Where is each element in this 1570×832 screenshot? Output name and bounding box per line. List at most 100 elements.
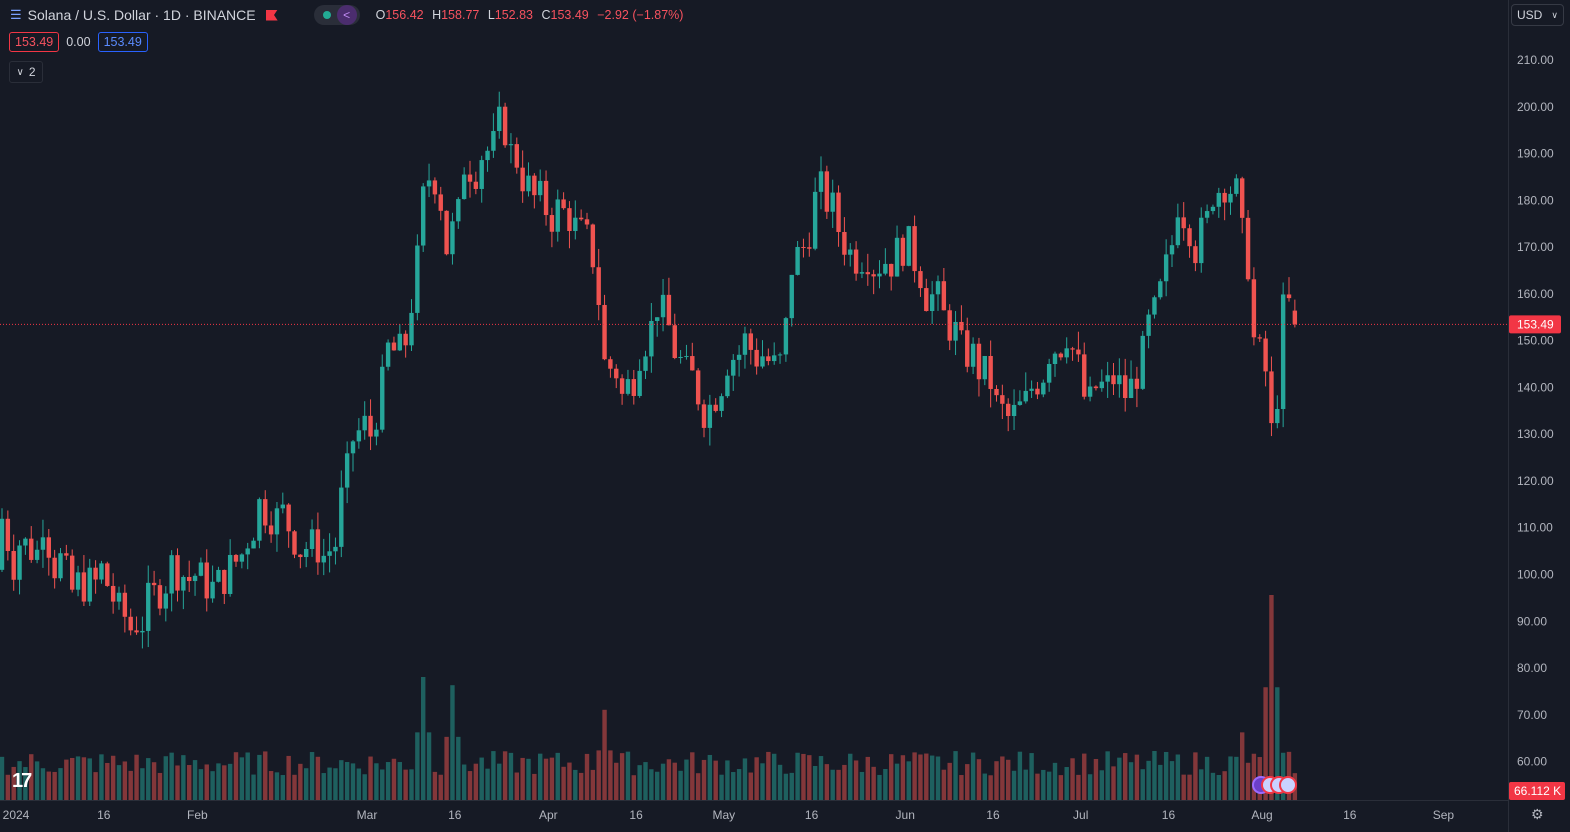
volume-bar [777, 764, 783, 800]
candlestick-chart[interactable] [0, 0, 1508, 800]
volume-bar [268, 771, 274, 800]
volume-bar [1023, 769, 1028, 800]
volume-bar [865, 756, 870, 800]
candle-body [678, 356, 683, 359]
candle-body [672, 325, 677, 359]
candle-body [1263, 338, 1268, 372]
price-tick-label: 180.00 [1517, 193, 1554, 207]
volume-bar [994, 761, 999, 800]
volume-bar [216, 763, 221, 800]
share-icon[interactable]: < [336, 5, 357, 25]
candle-body [1011, 404, 1017, 417]
candle-body [731, 359, 736, 376]
volume-bar [924, 753, 929, 800]
candle-body [567, 208, 572, 232]
price-tick-label: 60.00 [1517, 755, 1547, 769]
volume-bar [824, 764, 830, 800]
candle-body [52, 557, 57, 579]
volume-bar [836, 769, 841, 800]
candle-body [590, 224, 596, 268]
market-status-pill[interactable]: < [313, 5, 360, 25]
candle-body [578, 217, 584, 220]
us-flag-event-icon-3[interactable] [1279, 776, 1297, 794]
flag-icon[interactable] [266, 10, 278, 21]
candle-body [666, 294, 672, 326]
candle-body [1123, 375, 1128, 399]
bid-ask-row: 153.49 0.00 153.49 [9, 32, 148, 52]
candle-body [1134, 378, 1140, 389]
candle-body [631, 379, 636, 396]
price-axis[interactable]: 210.00 200.00 190.00 180.00 170.00 160.00 150.… [1508, 0, 1570, 832]
candle-body [181, 576, 186, 591]
volume-bar [766, 751, 771, 800]
volume-bar [830, 769, 835, 800]
candle-body [151, 582, 157, 586]
candle-body [736, 354, 742, 360]
currency-selector[interactable]: USD ∨ [1511, 4, 1564, 26]
candle-body [1269, 371, 1274, 424]
candle-body [438, 194, 443, 211]
volume-bar [690, 752, 695, 800]
tradingview-logo-icon[interactable]: 17 [12, 770, 32, 792]
candle-body [725, 375, 730, 397]
indicators-collapse-button[interactable]: ∨ 2 [9, 61, 43, 83]
volume-bar [245, 752, 250, 800]
volume-bar [333, 768, 338, 800]
candle-body [1251, 279, 1257, 338]
candle-body [1082, 354, 1087, 397]
volume-bar [807, 755, 812, 800]
volume-bar [883, 769, 888, 800]
settings-gear-icon[interactable]: ⚙ [1531, 806, 1544, 822]
volume-bar [725, 760, 730, 800]
volume-bar [1123, 753, 1128, 800]
sell-price-button[interactable]: 153.49 [9, 32, 60, 52]
volume-bar [889, 754, 894, 800]
candle-body [643, 356, 648, 371]
candle-body [356, 430, 362, 442]
buy-price-button[interactable]: 153.49 [97, 32, 148, 52]
symbol-legend: ☰ Solana / U.S. Dollar · 1D · BINANCE < … [10, 5, 688, 25]
candle-body [807, 247, 812, 249]
candle-body [953, 321, 958, 341]
symbol-title[interactable]: Solana / U.S. Dollar · 1D · BINANCE [27, 7, 256, 23]
volume-bar [204, 764, 209, 800]
candle-body [526, 175, 531, 192]
volume-bar [163, 756, 168, 800]
candle-body [690, 356, 695, 371]
candle-body [1210, 206, 1216, 212]
candle-body [46, 537, 51, 558]
candle-body [1023, 390, 1028, 402]
candle-body [842, 231, 847, 255]
candle-body [1181, 217, 1186, 229]
candle-body [421, 186, 426, 246]
candle-body [514, 144, 519, 168]
time-axis[interactable]: 2024 16 Feb Mar 16 Apr 16 May 16 Jun 16 Jul 16 Aug 16 S… [0, 800, 1508, 832]
volume-bar [1240, 732, 1245, 800]
chart-pane[interactable]: ☰ Solana / U.S. Dollar · 1D · BINANCE < … [0, 0, 1508, 800]
high-value: 158.77 [441, 8, 480, 22]
candle-body [122, 592, 128, 617]
volume-bar [684, 759, 689, 800]
candle-body [1046, 363, 1052, 383]
volume-bar [514, 772, 519, 800]
volume-bar [1111, 766, 1116, 800]
candle-body [222, 569, 227, 594]
candle-body [947, 310, 952, 341]
price-tick-label: 170.00 [1517, 240, 1554, 254]
volume-bar [1082, 753, 1087, 800]
volume-bar [1204, 756, 1210, 800]
volume-bar [23, 767, 28, 800]
volume-bar [649, 769, 654, 800]
candle-body [918, 271, 923, 289]
candle-body [900, 237, 906, 266]
hamburger-icon[interactable]: ☰ [10, 7, 22, 22]
time-tick-label: 16 [629, 808, 643, 822]
candle-body [637, 370, 642, 396]
candle-body [333, 546, 338, 552]
candle-body [719, 396, 724, 411]
volume-bar [286, 755, 291, 800]
volume-bar [87, 758, 92, 800]
candle-body [497, 106, 502, 132]
event-markers[interactable] [1252, 776, 1297, 794]
volume-bar [1117, 757, 1122, 800]
